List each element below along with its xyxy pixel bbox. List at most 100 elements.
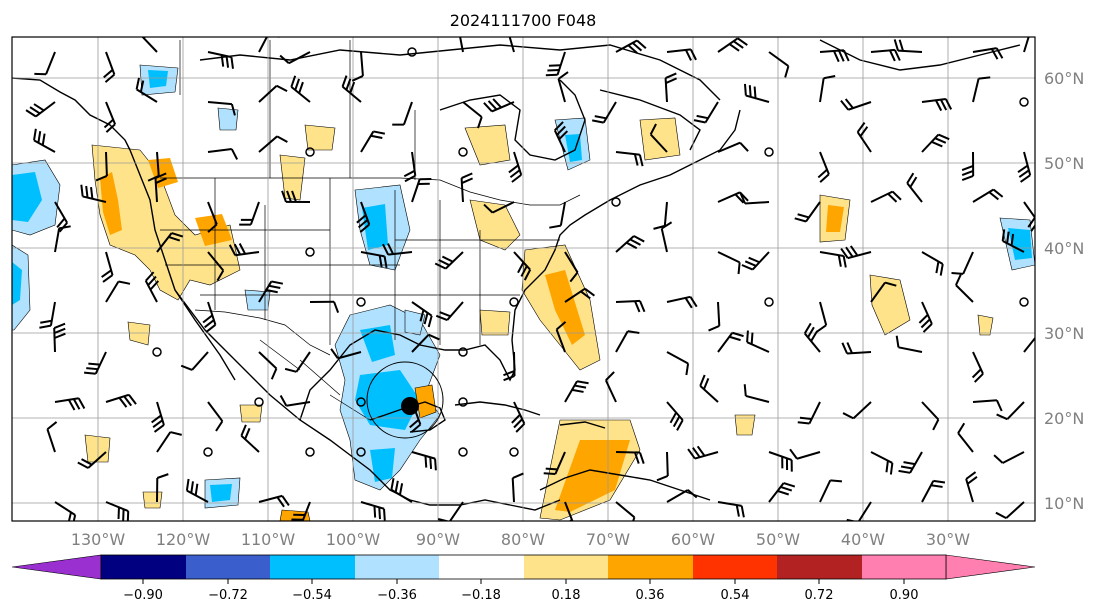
wind-barb [615,39,647,54]
wind-barbs [25,37,1035,521]
wind-barb [207,101,236,116]
calm-wind-marker [407,47,417,57]
lon-label: 90°W [416,530,460,549]
wind-barb [356,201,371,233]
wind-barb [898,451,923,474]
wind-barb [513,251,532,281]
wind-barb [1023,332,1035,353]
shade-mexico-cyan [355,370,420,430]
wind-barb [207,401,224,432]
map-area [12,37,1035,521]
wind-barb [80,184,107,203]
wind-barb [54,397,86,411]
calm-wind-marker [356,397,366,407]
wind-barb [84,351,107,375]
wind-barb [687,445,719,460]
calm-wind-marker [305,147,315,157]
wind-barb [615,151,644,167]
wind-barb [457,37,464,53]
border-us-canada [160,177,581,206]
wind-barb [185,478,209,503]
wind-barb [768,482,796,503]
wind-barb [666,48,697,61]
wind-barb [971,351,984,383]
wind-barb [95,151,108,182]
wind-barb [660,221,673,253]
coast-gulf [299,329,516,421]
wind-barb [77,451,107,469]
plot-title: 2024111700 F048 [450,11,597,30]
wind-barb [717,141,749,153]
wind-barb [893,39,923,53]
wind-barb [995,501,1025,520]
wind-barb [39,301,56,329]
shade-greatlakes-yellow [469,199,521,251]
colorbar-segment [524,555,608,579]
wind-barb [717,251,741,275]
colorbar-segment [608,555,693,579]
wind-barb [54,225,71,253]
wind-barb [870,281,897,303]
shade-pacific-small-yellow-1 [127,321,151,346]
wind-barb [961,151,975,182]
lat-label: 50°N [1044,154,1084,173]
shade-westcoast-orange [100,172,122,235]
colorbar-tick-label: −0.90 [123,588,163,603]
wind-barb [411,333,440,353]
colorbar-frame [100,554,947,580]
wind-barb [921,251,944,276]
wind-barb [284,351,311,373]
calm-wind-marker [764,147,774,157]
wind-barb [803,322,821,353]
wind-barb [411,301,433,328]
colorbar-tick-label: 0.18 [552,588,581,603]
wind-barb [921,401,940,431]
wind-barb [817,151,830,183]
wind-barb [390,478,413,503]
lon-label: 130°W [71,530,126,549]
coast-alaska [12,77,131,151]
latitude-labels: 60°N 50°N 40°N 30°N 20°N 10°N [1044,69,1084,513]
shade-southwest-blue [244,289,271,311]
wind-barb [258,280,284,303]
wind-barb [870,451,894,475]
border-us-mexico [194,309,331,356]
shade-guiana-yellow [977,314,994,336]
wind-barb [462,101,483,129]
calm-wind-marker [509,447,519,457]
wind-barb [483,98,515,113]
calm-wind-marker [152,347,162,357]
storm-center-marker [401,397,419,415]
wind-barb [382,243,413,256]
wind-barb [411,177,432,203]
wind-barb [993,451,1025,464]
lon-label: 70°W [586,530,630,549]
wind-barb [411,451,437,471]
wind-barb [870,48,901,62]
shade-eastcoast-orange [545,270,585,345]
shade-pacific-west-cyan [12,172,42,222]
gridlines [12,37,1035,521]
wind-barb [279,395,311,407]
shade-gulfalaska-blue [217,107,239,131]
calm-wind-marker [356,297,366,307]
wind-barb [553,121,569,153]
coast-labrador [599,89,701,151]
wind-barb [846,501,872,521]
shade-pacific-small-yellow-2 [84,434,111,463]
wind-barb [592,101,617,124]
colorbar-segment [862,555,946,579]
wind-barb [180,351,209,371]
wind-barb [794,201,821,223]
wind-barb [841,342,872,355]
wind-barb [708,301,721,332]
wind-barb [615,299,646,313]
wind-barb [483,201,515,214]
lat-label: 10°N [1044,494,1084,513]
wind-barb [819,49,850,63]
wind-barb [699,374,719,403]
wind-barb [649,123,668,153]
colorbar-tick-label: 0.72 [805,588,834,603]
calm-wind-marker [458,347,468,357]
colorbar-extend-low [11,554,102,580]
